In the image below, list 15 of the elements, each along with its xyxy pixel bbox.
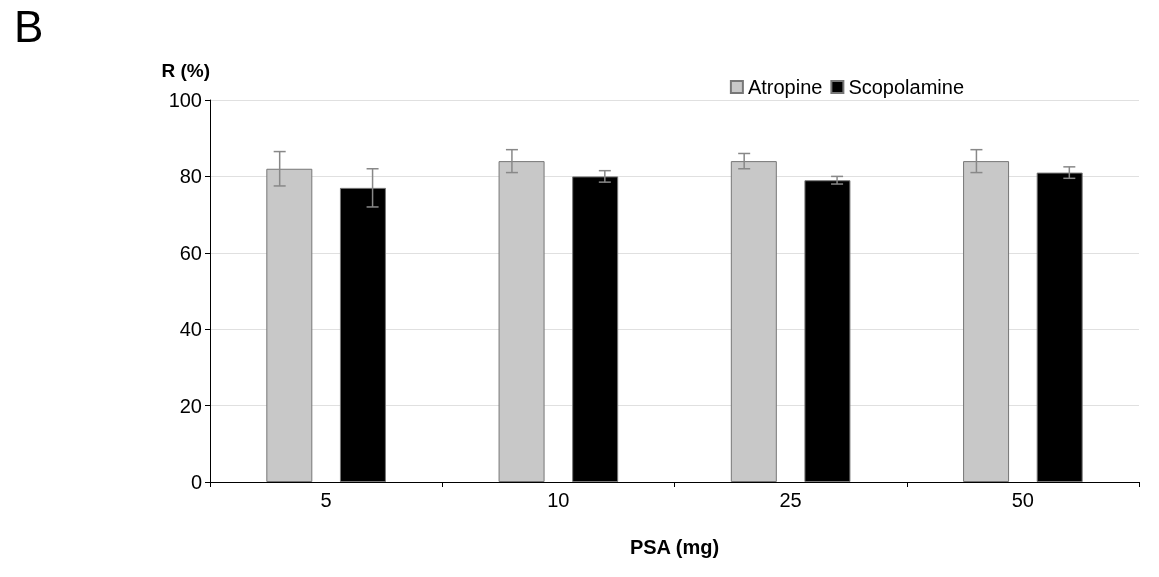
y-tick-label: 40 xyxy=(179,318,202,341)
y-axis-title: R (%) xyxy=(161,60,210,81)
y-tick-label: 0 xyxy=(190,471,202,493)
y-tick-label: 100 xyxy=(168,89,202,111)
legend-label: Scopolamine xyxy=(848,76,964,98)
legend-label: Atropine xyxy=(747,76,823,98)
y-tick-label: 80 xyxy=(179,165,202,188)
x-tick-label: 5 xyxy=(320,489,332,511)
x-tick-label: 10 xyxy=(547,489,570,511)
x-axis-title: PSA (mg) xyxy=(629,536,720,558)
y-tick-label: 20 xyxy=(179,394,202,417)
text: B xyxy=(14,2,44,52)
y-tick-label: 60 xyxy=(179,241,202,264)
x-tick-label: 25 xyxy=(779,489,802,511)
x-tick-label: 50 xyxy=(1011,489,1034,511)
